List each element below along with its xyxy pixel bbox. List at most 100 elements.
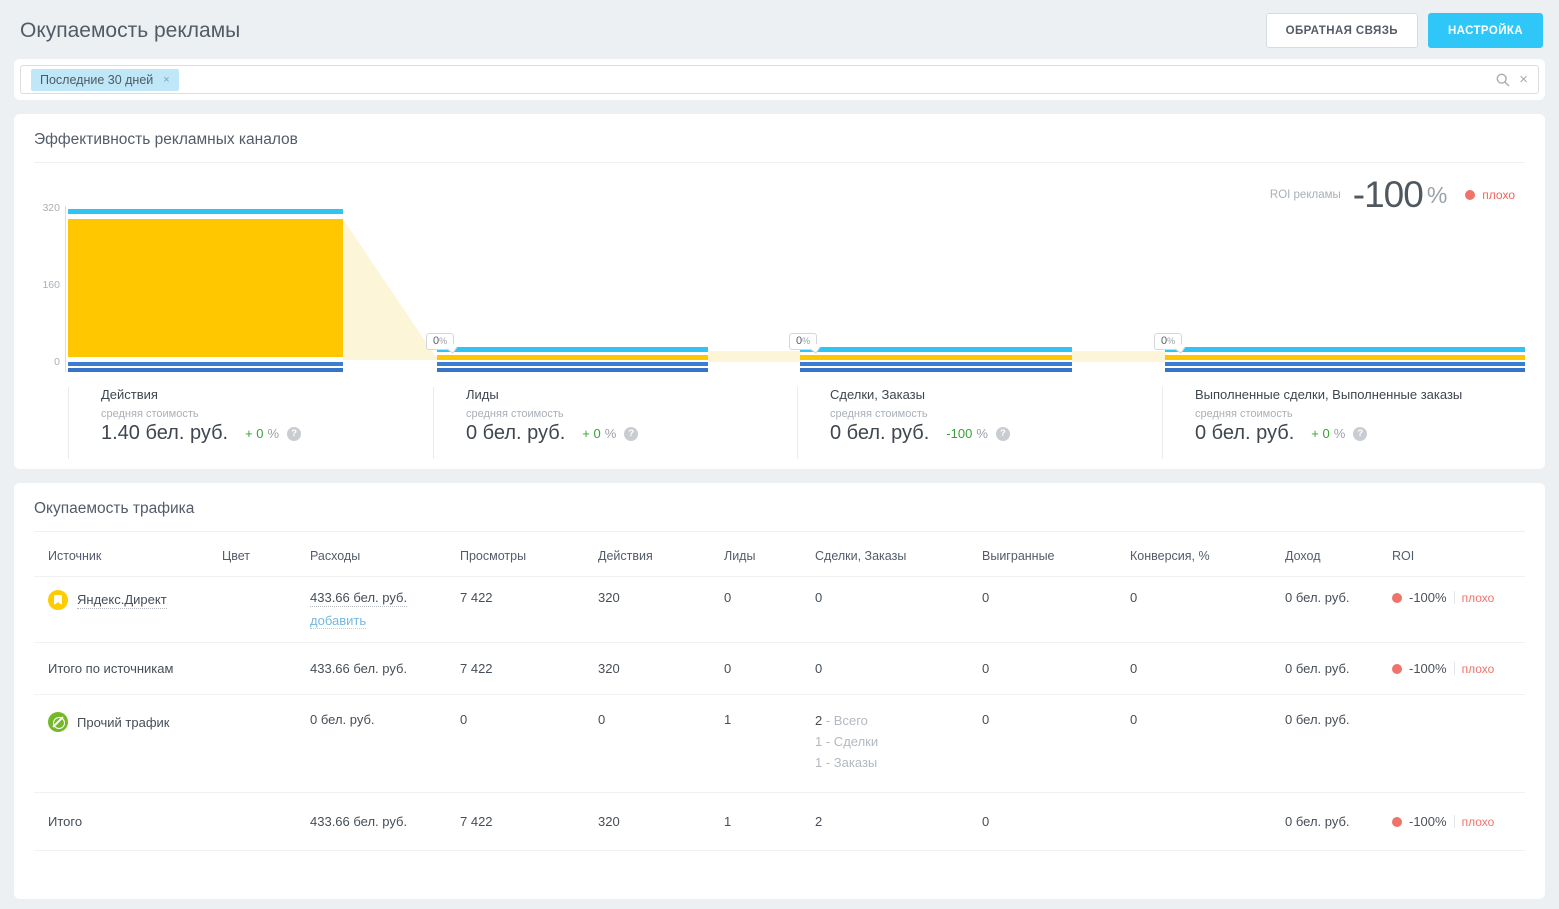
leads-value: 1 [724, 814, 815, 829]
roi-value: -100% [1409, 814, 1447, 829]
views-value: 7 422 [460, 661, 598, 676]
filter-tag-period[interactable]: Последние 30 дней × [31, 69, 179, 91]
orders-line [1165, 368, 1525, 372]
funnel-transition [343, 219, 438, 360]
stage-delta-unit: % [605, 426, 617, 441]
conversion-bubble: 0% [426, 333, 454, 350]
stage-delta-unit: % [268, 426, 280, 441]
deals-orders-num: 1 [815, 755, 822, 770]
stage-delta: + 0 [582, 426, 600, 441]
channels-section-title: Эффективность рекламных каналов [34, 114, 1525, 163]
won-value: 0 [982, 814, 1130, 829]
other-traffic-icon [48, 712, 68, 732]
funnel-chart: 320 160 0 0 [34, 200, 1525, 372]
status-dot-icon [1392, 664, 1402, 674]
stage-metric-label: средняя стоимость [466, 408, 797, 420]
help-icon[interactable]: ? [1353, 427, 1367, 441]
stage-delta: + 0 [245, 426, 263, 441]
expenses-value[interactable]: 433.66 бел. руб. [310, 590, 407, 607]
stage-summary-leads: Лиды средняя стоимость 0 бел. руб. + 0 %… [433, 387, 797, 459]
col-views: Просмотры [460, 549, 598, 563]
actions-value: 320 [598, 590, 724, 605]
roi-cell: -100% плохо [1392, 661, 1525, 676]
source-label: Итого по источникам [34, 661, 222, 676]
stage-metric-label: средняя стоимость [101, 408, 433, 420]
status-dot-icon [1392, 817, 1402, 827]
funnel-segment-actions[interactable] [68, 200, 343, 372]
expenses-value: 433.66 бел. руб. [310, 661, 460, 676]
stage-name: Действия [101, 387, 433, 402]
funnel-transition [708, 351, 801, 362]
stage-name: Лиды [466, 387, 797, 402]
roi-cell: -100% плохо [1392, 814, 1525, 829]
views-value: 7 422 [460, 814, 598, 829]
clear-filter-icon[interactable]: × [1519, 72, 1528, 87]
status-dot-icon [1392, 593, 1402, 603]
actions-value: 320 [598, 814, 724, 829]
col-source: Источник [34, 549, 222, 563]
yandex-direct-icon [48, 590, 68, 610]
expenses-value: 0 бел. руб. [310, 712, 460, 727]
y-axis-tick: 160 [34, 279, 60, 291]
conversion-value: 0 [1130, 590, 1285, 605]
stage-name: Выполненные сделки, Выполненные заказы [1195, 387, 1525, 402]
search-icon[interactable] [1496, 73, 1510, 87]
col-income: Доход [1285, 549, 1392, 563]
table-row-sources-total: Итого по источникам 433.66 бел. руб. 7 4… [34, 643, 1525, 695]
filter-card: Последние 30 дней × × [14, 59, 1545, 100]
channels-card: Эффективность рекламных каналов ROI рекл… [14, 114, 1545, 469]
divider [1454, 662, 1455, 675]
status-dot-icon [1465, 190, 1475, 200]
funnel-segment-deals[interactable] [800, 200, 1072, 372]
y-axis-tick: 0 [34, 356, 60, 368]
orders-line [800, 368, 1072, 372]
stage-name: Сделки, Заказы [830, 387, 1162, 402]
divider [1454, 815, 1455, 828]
col-roi: ROI [1392, 549, 1525, 563]
actions-line [800, 355, 1072, 360]
conversion-value: 0 [1130, 712, 1285, 727]
deals-value: 0 [815, 590, 982, 605]
income-value: 0 бел. руб. [1285, 712, 1392, 727]
settings-button[interactable]: НАСТРОЙКА [1428, 13, 1543, 48]
stage-metric-label: средняя стоимость [1195, 408, 1525, 420]
table-row-other-traffic: Прочий трафик 0 бел. руб. 0 0 1 2 - Всег… [34, 695, 1525, 793]
source-link[interactable]: Яндекс.Директ [77, 592, 167, 609]
conversion-unit: % [1167, 336, 1175, 346]
conversion-bubble: 0% [1154, 333, 1182, 350]
income-value: 0 бел. руб. [1285, 590, 1392, 605]
help-icon[interactable]: ? [624, 427, 638, 441]
col-actions: Действия [598, 549, 724, 563]
roi-value: -100% [1409, 661, 1447, 676]
filter-tag-remove-icon[interactable]: × [163, 74, 169, 86]
col-conversion: Конверсия, % [1130, 549, 1285, 563]
deals-value: 0 [815, 661, 982, 676]
col-deals: Сделки, Заказы [815, 549, 982, 563]
add-expenses-link[interactable]: добавить [310, 613, 366, 629]
actions-value: 0 [598, 712, 724, 727]
filter-search-input[interactable]: Последние 30 дней × × [20, 65, 1539, 94]
funnel-segment-won[interactable] [1165, 200, 1525, 372]
stage-value: 0 бел. руб. [830, 422, 929, 445]
actions-value: 320 [598, 661, 724, 676]
filter-input-area[interactable] [187, 79, 1489, 80]
won-value: 0 [982, 661, 1130, 676]
views-value: 7 422 [460, 590, 598, 605]
views-value: 0 [460, 712, 598, 727]
funnel-segment-leads[interactable] [437, 200, 708, 372]
views-line [68, 209, 343, 214]
funnel-transition [1072, 351, 1166, 362]
expenses-value: 433.66 бел. руб. [310, 814, 460, 829]
col-expenses: Расходы [310, 549, 460, 563]
leads-value: 1 [724, 712, 815, 727]
stage-summaries: Действия средняя стоимость 1.40 бел. руб… [34, 383, 1525, 463]
roi-value: -100% [1409, 590, 1447, 605]
views-line [437, 347, 708, 352]
feedback-button[interactable]: ОБРАТНАЯ СВЯЗЬ [1266, 13, 1418, 48]
help-icon[interactable]: ? [287, 427, 301, 441]
won-value: 0 [982, 590, 1130, 605]
help-icon[interactable]: ? [996, 427, 1010, 441]
stage-summary-actions: Действия средняя стоимость 1.40 бел. руб… [68, 387, 433, 459]
y-axis-line [65, 206, 66, 372]
col-leads: Лиды [724, 549, 815, 563]
